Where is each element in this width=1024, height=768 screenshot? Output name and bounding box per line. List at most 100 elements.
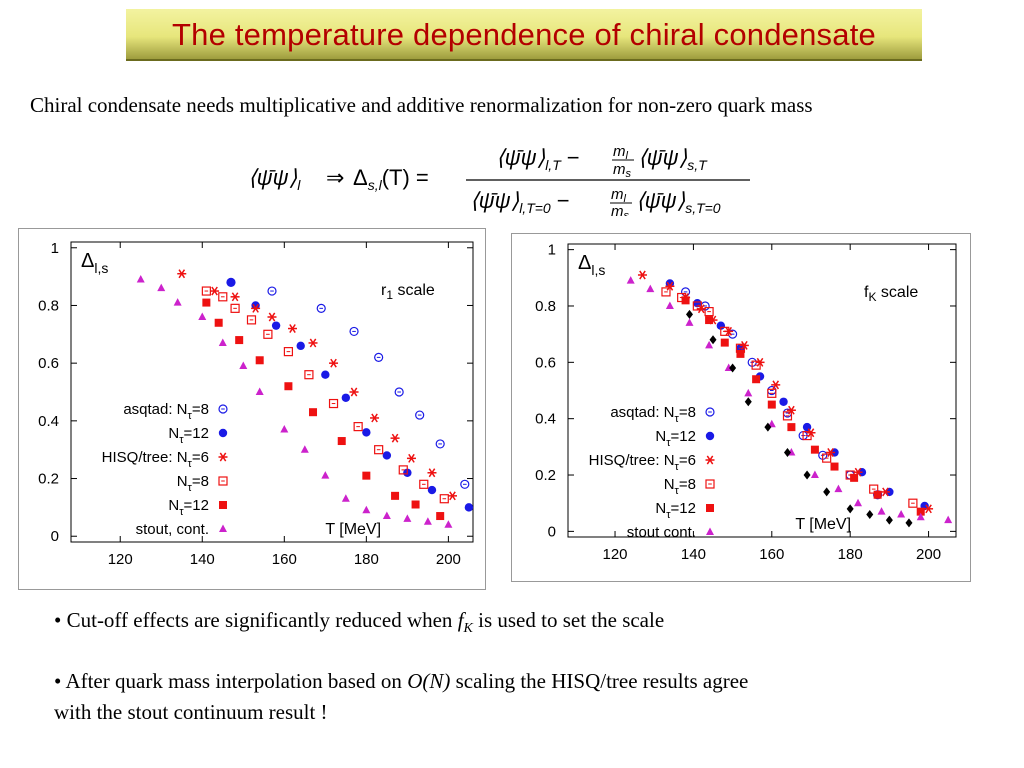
legend-label: Nτ=8: [664, 476, 696, 497]
data-point: [423, 517, 432, 525]
data-point: [637, 270, 647, 280]
data-point: [349, 387, 359, 397]
data-point: [877, 507, 886, 515]
data-point: [705, 340, 714, 349]
data-point: [802, 430, 812, 441]
data-point: [246, 315, 257, 325]
data-point: [390, 433, 400, 443]
data-point: [321, 471, 330, 479]
data-point: [751, 360, 761, 370]
data-point: [415, 410, 425, 420]
bullet-2-on: O(N): [407, 669, 451, 693]
series-1: [226, 278, 474, 512]
data-point: [944, 515, 953, 524]
legend-marker: [705, 479, 715, 489]
data-point: [288, 324, 298, 334]
data-point: [173, 298, 182, 306]
legend-marker: [218, 428, 228, 438]
data-point: [267, 312, 277, 322]
data-point: [136, 275, 145, 283]
data-point: [744, 397, 752, 407]
formula-lhs: ⟨ψ̄ψ⟩l: [248, 165, 301, 193]
data-point: [439, 494, 449, 504]
data-point: [709, 335, 717, 345]
legend-marker: [705, 431, 715, 441]
data-point: [406, 453, 416, 463]
series-2: [177, 269, 457, 501]
data-point: [752, 375, 761, 384]
data-point: [230, 303, 240, 313]
data-point: [767, 400, 776, 409]
data-point: [924, 504, 934, 514]
data-point: [198, 312, 207, 320]
legend-marker: [218, 476, 228, 486]
data-point: [681, 296, 690, 305]
data-point: [280, 425, 289, 433]
legend-label: asqtad: Nτ=8: [123, 401, 209, 422]
data-point: [444, 520, 453, 528]
data-point: [834, 484, 843, 493]
data-point: [783, 447, 791, 457]
data-point: [271, 321, 281, 330]
subtitle: Chiral condensate needs multiplicative a…: [30, 93, 813, 117]
y-tick-label: 0.4: [38, 413, 59, 430]
data-point: [822, 453, 832, 463]
formula-arrow: ⇒: [326, 165, 344, 190]
bullet-2-line2: with the stout continuum result !: [54, 700, 328, 724]
data-point: [177, 269, 187, 279]
scale-label: fK scale: [864, 284, 918, 304]
data-point: [897, 509, 906, 518]
data-point: [779, 397, 788, 406]
data-point: [880, 487, 890, 497]
x-tick-label: 160: [759, 546, 784, 563]
data-point: [394, 387, 404, 397]
y-tick-label: 1: [548, 242, 556, 259]
data-point: [685, 318, 694, 326]
data-point: [764, 422, 772, 432]
y-tick-label: 0: [548, 523, 556, 540]
title-banner: The temperature dependence of chiral con…: [126, 9, 922, 61]
data-point: [391, 491, 400, 500]
y-tick-label: 0: [51, 528, 59, 545]
x-tick-label: 140: [681, 546, 706, 563]
data-point: [341, 494, 350, 502]
data-point: [447, 491, 457, 501]
formula-numerator: ⟨ψ̄ψ⟩l,T −: [496, 145, 580, 173]
x-tick-label: 180: [838, 546, 863, 563]
data-point: [729, 363, 737, 373]
data-point: [370, 413, 380, 423]
legend-label: Nτ=12: [655, 428, 696, 449]
data-point: [786, 405, 796, 415]
data-point: [720, 326, 730, 336]
x-tick-label: 200: [436, 551, 461, 568]
formula-numerator-b: ⟨ψ̄ψ⟩s,T: [638, 145, 708, 173]
data-point: [810, 445, 819, 454]
data-point: [210, 286, 220, 296]
data-point: [157, 283, 166, 292]
data-point: [692, 301, 702, 311]
data-point: [464, 503, 474, 512]
x-tick-label: 120: [603, 546, 628, 563]
data-point: [353, 422, 363, 432]
legend-marker: [705, 455, 715, 465]
data-point: [435, 439, 445, 449]
data-point: [362, 505, 371, 514]
legend-label: asqtad: Nτ=8: [610, 404, 696, 425]
scale-label: r1 scale: [381, 282, 435, 302]
data-point: [300, 445, 309, 453]
formula-ml-num: ml: [613, 143, 629, 162]
formula-ml-den: ml: [611, 186, 627, 205]
data-point: [337, 437, 346, 446]
legend-marker: [218, 404, 228, 414]
data-point: [411, 500, 420, 509]
legend-marker: [219, 524, 227, 532]
data-point: [460, 479, 470, 489]
bullet-1-text: • Cut-off effects are significantly redu…: [54, 608, 458, 632]
bullet-1-f: f: [457, 608, 464, 632]
bullet-1-k: K: [463, 621, 473, 637]
data-point: [202, 298, 211, 307]
panel-label: Δl,s: [578, 252, 605, 278]
x-tick-label: 140: [190, 551, 215, 568]
data-point: [885, 515, 893, 525]
data-point: [316, 303, 326, 313]
